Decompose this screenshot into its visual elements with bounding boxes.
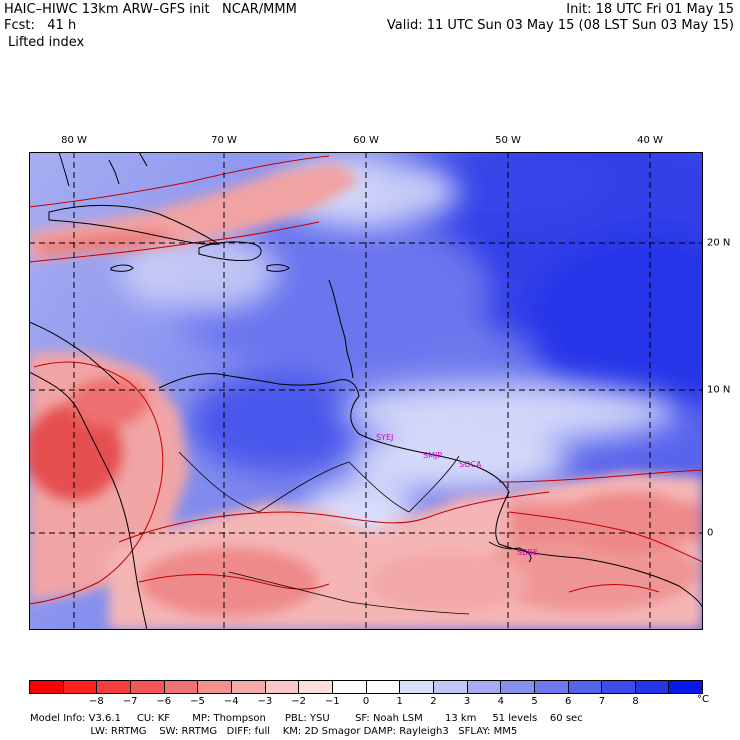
- colorbar-box: [332, 681, 367, 693]
- lon-label-40w: 40 W: [637, 135, 663, 146]
- lon-label-60w: 60 W: [353, 135, 379, 146]
- footer-model-info-line2: LW: RRTMG SW: RRTMG DIFF: full KM: 2D Sm…: [30, 726, 518, 737]
- contour-lines: [29, 155, 703, 605]
- colorbar-tick-label: −5: [190, 696, 205, 707]
- lon-label-70w: 70 W: [211, 135, 237, 146]
- colorbar-box: [669, 681, 703, 693]
- colorbar-tick-label: 0: [362, 696, 370, 707]
- station-label-smjp: SMJP: [423, 451, 442, 460]
- colorbar-tick-label: 1: [396, 696, 403, 707]
- colorbar-tick-label: 6: [565, 696, 572, 707]
- coastlines: [29, 152, 703, 630]
- colorbar-tick-label: −8: [89, 696, 104, 707]
- colorbar-box: [568, 681, 603, 693]
- station-label-soca: SOCA: [459, 460, 482, 469]
- lat-label-20n: 20 N: [707, 237, 731, 249]
- header-forecast-hour: Fcst: 41 h: [4, 18, 77, 33]
- colorbar-box: [433, 681, 468, 693]
- colorbar-box: [231, 681, 266, 693]
- colorbar-box: [635, 681, 670, 693]
- colorbar-tick-label: 2: [430, 696, 437, 707]
- field-light-bands: [119, 157, 679, 562]
- colorbar-box: [534, 681, 569, 693]
- header-field-name: Lifted index: [8, 35, 85, 50]
- colorbar-box: [164, 681, 199, 693]
- map-frame: [29, 152, 703, 630]
- colorbar-box: [30, 681, 64, 693]
- colorbar-unit: °C: [697, 694, 709, 705]
- colorbar-box: [366, 681, 401, 693]
- colorbar-box: [602, 681, 636, 693]
- colorbar-box: [265, 681, 300, 693]
- colorbar-tick-label: −6: [156, 696, 172, 707]
- header-valid-time: Valid: 11 UTC Sun 03 May 15 (08 LST Sun …: [386, 18, 734, 33]
- colorbar-tick-label: 8: [632, 696, 639, 707]
- field-red-regions: [29, 162, 703, 630]
- lat-label-equator: 0: [707, 527, 714, 539]
- colorbar-box: [501, 681, 535, 693]
- colorbar-box: [130, 681, 165, 693]
- colorbar-box: [97, 681, 131, 693]
- header-model-title: HAIC–HIWC 13km ARW–GFS init NCAR/MMM: [4, 2, 297, 17]
- lon-label-50w: 50 W: [495, 135, 521, 146]
- lifted-index-map: SYEJ SMJP SOCA SBBE: [29, 152, 703, 630]
- colorbar-box: [63, 681, 98, 693]
- colorbar-tick-label: −4: [223, 696, 239, 707]
- colorbar-tick-label: −2: [291, 696, 306, 707]
- colorbar-tick-label: −7: [122, 696, 138, 707]
- colorbar-tick-label: 3: [463, 696, 471, 707]
- graticule: [29, 152, 703, 630]
- colorbar-tick-label: 7: [598, 696, 606, 707]
- lat-label-10n: 10 N: [707, 384, 731, 396]
- colorbar-tick-label: 5: [531, 696, 538, 707]
- station-label-sbbe: SBBE: [517, 548, 538, 557]
- colorbar-box: [299, 681, 333, 693]
- colorbar: [29, 680, 703, 694]
- colorbar-box: [467, 681, 502, 693]
- colorbar-box: [400, 681, 434, 693]
- lon-label-80w: 80 W: [61, 135, 87, 146]
- colorbar-tick-label: 4: [497, 696, 504, 707]
- colorbar-tick-label: −1: [324, 696, 340, 707]
- header-init-time: Init: 18 UTC Fri 01 May 15: [566, 2, 734, 17]
- footer-model-info-line1: Model Info: V3.6.1 CU: KF MP: Thompson P…: [30, 713, 583, 724]
- colorbar-box: [198, 681, 232, 693]
- colorbar-tick-label: −3: [257, 696, 273, 707]
- station-label-syej: SYEJ: [376, 433, 393, 442]
